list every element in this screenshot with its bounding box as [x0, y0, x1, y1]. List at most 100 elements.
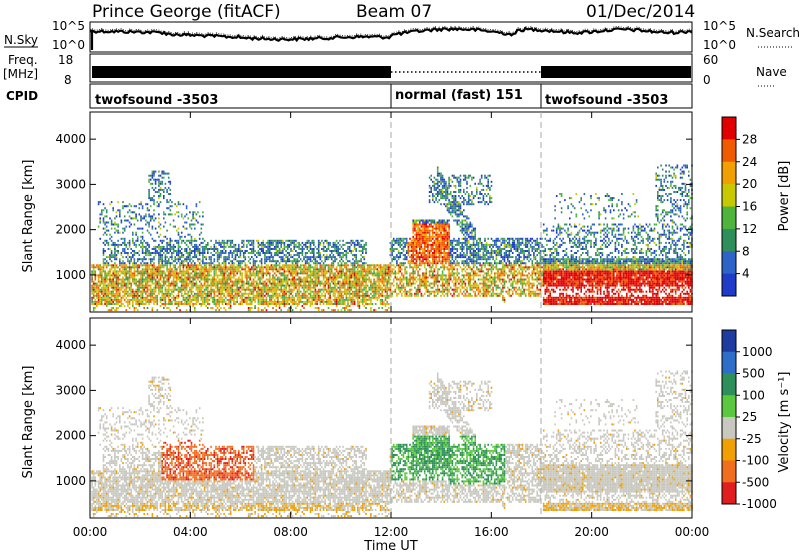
power-cell — [102, 260, 105, 263]
power-cell — [163, 197, 165, 200]
power-cell — [352, 286, 354, 289]
power-cell — [314, 262, 317, 265]
power-cell — [311, 286, 313, 289]
power-cell — [223, 262, 225, 265]
power-cell — [242, 288, 245, 291]
power-cell — [141, 274, 144, 277]
power-cell — [404, 286, 406, 289]
power-cell — [145, 280, 147, 283]
power-cell — [397, 239, 400, 242]
power-cell — [357, 288, 359, 291]
power-cell — [169, 213, 172, 216]
power-cell — [133, 282, 136, 285]
power-cell — [417, 270, 419, 273]
power-cell — [423, 225, 426, 228]
power-cell — [327, 303, 330, 305]
power-cell — [159, 180, 162, 183]
power-cell — [158, 270, 160, 273]
power-cell — [176, 294, 178, 297]
power-cell — [313, 243, 315, 246]
power-cell — [334, 256, 336, 259]
power-cell — [415, 266, 418, 269]
power-cell — [391, 282, 393, 285]
power-cell — [422, 241, 424, 244]
power-cell — [396, 284, 398, 287]
power-cell — [342, 294, 344, 297]
power-cell — [101, 280, 103, 283]
power-cell — [197, 284, 199, 287]
power-cell — [299, 270, 302, 273]
power-cell — [195, 300, 198, 303]
power-cell — [252, 250, 255, 252]
power-cell — [405, 272, 408, 275]
power-cell — [306, 239, 309, 242]
power-cell — [133, 264, 136, 267]
power-cell — [401, 264, 403, 267]
power-cell — [415, 231, 418, 234]
power-cell — [316, 296, 318, 299]
power-cell — [120, 298, 123, 301]
power-cell — [273, 248, 276, 250]
power-cell — [388, 280, 390, 283]
power-cell — [149, 272, 152, 275]
power-cell — [135, 284, 137, 287]
power-cell — [313, 258, 315, 261]
power-cell — [290, 284, 292, 287]
power-cell — [368, 270, 370, 273]
power-cell — [365, 268, 367, 271]
power-cell — [99, 298, 101, 301]
power-cell — [321, 288, 323, 291]
power-cell — [374, 284, 377, 287]
power-cell — [383, 270, 385, 273]
power-cell — [262, 276, 264, 279]
power-cell — [409, 276, 411, 279]
power-cell — [166, 307, 168, 309]
power-cell — [361, 300, 364, 303]
power-cell — [332, 245, 335, 248]
power-cell — [154, 286, 157, 289]
power-cell — [128, 288, 131, 291]
power-cell — [107, 286, 110, 289]
power-cell — [148, 274, 150, 277]
power-cell — [313, 290, 315, 293]
power-cell — [171, 292, 173, 295]
power-cell — [166, 274, 168, 277]
power-cell — [272, 258, 274, 261]
power-cell — [388, 276, 390, 279]
power-cell — [425, 278, 428, 281]
power-cell — [136, 309, 139, 312]
power-cell — [262, 241, 264, 244]
power-cell — [329, 286, 331, 289]
power-cell — [277, 282, 279, 285]
power-cell — [105, 288, 108, 291]
power-cell — [177, 272, 180, 275]
power-cell — [163, 245, 165, 248]
power-cell — [159, 245, 162, 248]
freq-right-tick-bottom: 0 — [703, 73, 711, 87]
power-cell — [347, 309, 349, 312]
power-cell — [198, 270, 201, 273]
power-cell — [384, 278, 387, 281]
power-cell — [216, 241, 219, 244]
power-cell — [334, 294, 336, 297]
power-cell — [286, 278, 289, 281]
power-cell — [326, 288, 328, 291]
power-cell — [149, 258, 152, 261]
power-cell — [275, 274, 278, 277]
power-cell — [402, 248, 405, 250]
power-cell — [269, 268, 271, 271]
power-cell — [273, 288, 276, 291]
power-cell — [249, 282, 251, 285]
power-cell — [159, 276, 162, 279]
power-cell — [120, 300, 123, 303]
power-cell — [257, 270, 260, 273]
power-cell — [425, 284, 428, 287]
power-cell — [415, 268, 418, 271]
power-cell — [286, 248, 289, 250]
power-cell — [384, 272, 387, 275]
power-cell — [381, 294, 384, 297]
power-cell — [122, 260, 124, 263]
power-cell — [120, 296, 123, 299]
power-cell — [156, 286, 159, 289]
power-cell — [242, 252, 245, 254]
